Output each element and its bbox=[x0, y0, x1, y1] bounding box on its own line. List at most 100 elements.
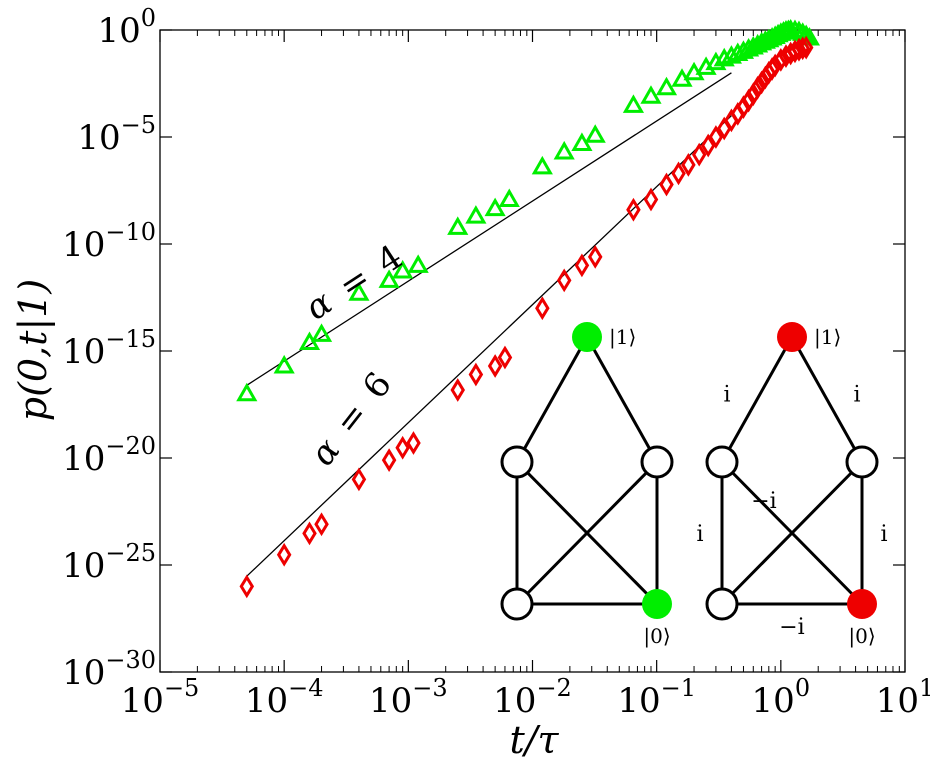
fit-line-0 bbox=[246, 72, 732, 386]
diamond-point bbox=[626, 197, 641, 222]
diamond-point bbox=[750, 75, 765, 100]
edge-label: i bbox=[853, 383, 860, 408]
diamond-point bbox=[276, 542, 292, 567]
x-axis-label: t/τ bbox=[509, 718, 559, 762]
graph-node bbox=[705, 445, 739, 479]
triangle-point bbox=[713, 47, 735, 67]
diamond-point bbox=[574, 253, 590, 278]
node-label: |0⟩ bbox=[643, 624, 670, 649]
node-label: |0⟩ bbox=[848, 624, 875, 649]
series-diamond bbox=[239, 35, 814, 599]
diamond-point bbox=[497, 345, 513, 370]
graph-edge bbox=[720, 460, 864, 606]
triangle-point bbox=[553, 140, 575, 160]
graph-node bbox=[777, 322, 807, 352]
diamond-point bbox=[535, 296, 550, 321]
diamond-point bbox=[450, 378, 466, 402]
y-tick-label: 100 bbox=[97, 4, 156, 51]
triangle-point bbox=[655, 76, 678, 96]
graph-edge bbox=[720, 336, 794, 463]
axes: 10−5 10−4 10−3 10−2 10−1 100 101 100 10−5 10−10 10… bbox=[62, 4, 930, 721]
y-tick-label: 10−10 bbox=[62, 218, 156, 265]
graph-edge bbox=[515, 336, 589, 463]
y-tick-label: 10−30 bbox=[62, 646, 156, 693]
y-axis-label: p(0,t|1) bbox=[11, 279, 55, 421]
diamond-point bbox=[556, 268, 572, 293]
triangle-point bbox=[465, 205, 487, 224]
triangle-point bbox=[484, 197, 506, 217]
x-tick-label: 10−3 bbox=[369, 674, 448, 721]
x-tick-label: 10−2 bbox=[493, 674, 572, 721]
x-tick-label: 10−4 bbox=[245, 674, 324, 721]
diamond-point bbox=[741, 88, 756, 113]
inset-graph-0: |1⟩ |0⟩ bbox=[500, 322, 674, 649]
triangle-point bbox=[378, 269, 400, 288]
y-tick-label: 10−5 bbox=[77, 111, 156, 158]
edge-label: −i bbox=[751, 489, 776, 514]
graph-edge bbox=[790, 336, 864, 463]
diamond-point bbox=[700, 133, 716, 158]
diamond-point bbox=[487, 354, 503, 378]
triangle-point bbox=[640, 85, 662, 104]
diamond-point bbox=[643, 187, 659, 212]
triangle-point bbox=[236, 382, 258, 402]
triangle-point bbox=[584, 124, 606, 143]
graph-node bbox=[572, 322, 602, 352]
y-tick-label: 10−15 bbox=[62, 325, 156, 372]
y-tick-label: 10−25 bbox=[62, 539, 156, 586]
inset-graph-1: i i i i −i −i |1⟩ |0⟩ bbox=[696, 322, 888, 649]
triangle-point bbox=[348, 282, 370, 301]
x-tick-label: 101 bbox=[876, 674, 930, 721]
x-tick-label: 100 bbox=[752, 674, 811, 721]
node-label: |1⟩ bbox=[814, 325, 841, 350]
graph-edge bbox=[585, 336, 659, 463]
graph-edge bbox=[515, 460, 659, 606]
graph-node bbox=[500, 445, 534, 479]
triangle-point bbox=[531, 155, 553, 175]
diamond-point bbox=[691, 142, 707, 167]
diamond-point bbox=[406, 431, 421, 455]
y-tick-label: 10−20 bbox=[62, 432, 156, 479]
graph-node bbox=[845, 445, 879, 479]
graph-node bbox=[500, 587, 534, 621]
diamond-point bbox=[767, 53, 783, 78]
diamond-point bbox=[381, 448, 397, 472]
diamond-point bbox=[468, 362, 484, 387]
triangle-point bbox=[498, 188, 520, 208]
diamond-point bbox=[587, 245, 603, 269]
diamond-point bbox=[659, 172, 674, 197]
x-tick-label: 10−1 bbox=[617, 674, 696, 721]
diamond-point bbox=[239, 574, 255, 599]
diamond-point bbox=[302, 521, 317, 546]
data-series bbox=[236, 18, 821, 599]
diamond-point bbox=[754, 70, 769, 95]
edge-label: i bbox=[880, 522, 887, 547]
diamond-point bbox=[795, 36, 810, 61]
diamond-point bbox=[314, 512, 329, 537]
graph-node bbox=[705, 587, 739, 621]
triangle-point bbox=[310, 323, 333, 342]
series-triangle bbox=[236, 18, 821, 402]
triangle-point bbox=[407, 254, 429, 273]
graph-node bbox=[640, 445, 674, 479]
diamond-point bbox=[746, 82, 761, 107]
triangle-point bbox=[447, 216, 469, 235]
axis-labels: t/τ p(0,t|1) bbox=[11, 279, 560, 762]
edge-label: i bbox=[696, 522, 703, 547]
diamond-point bbox=[736, 95, 751, 119]
diamond-point bbox=[708, 125, 724, 149]
triangle-point bbox=[392, 259, 414, 279]
edge-label: −i bbox=[779, 615, 804, 640]
diamond-point bbox=[798, 35, 814, 60]
diamond-point bbox=[773, 48, 789, 72]
diamond-point bbox=[351, 467, 367, 492]
diamond-point bbox=[671, 161, 686, 186]
x-tick-label: 10−5 bbox=[121, 674, 200, 721]
triangle-point bbox=[273, 354, 295, 374]
graph-node bbox=[847, 589, 877, 619]
graph-insets: |1⟩ |0⟩ i i i i −i −i |1⟩ |0⟩ bbox=[500, 322, 888, 649]
triangle-point bbox=[705, 51, 727, 71]
triangle-point bbox=[622, 94, 645, 113]
